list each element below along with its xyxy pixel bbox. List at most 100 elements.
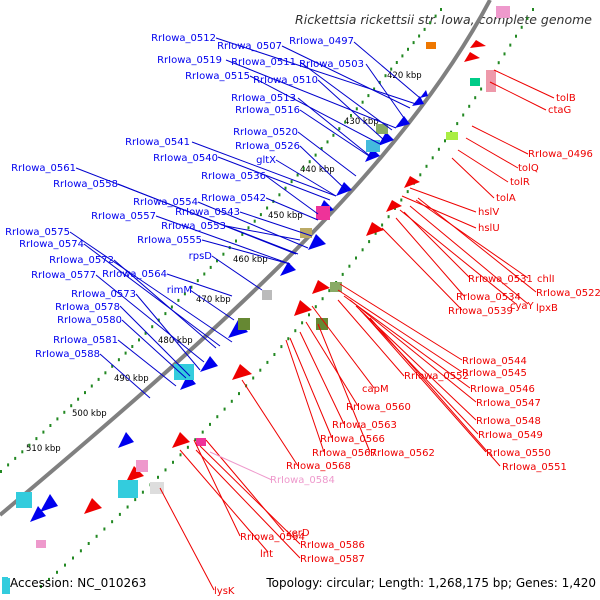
tick-dot xyxy=(273,353,276,356)
tick-dot xyxy=(170,305,173,309)
tick-dot xyxy=(296,173,299,177)
cds-arrow xyxy=(386,200,402,212)
tick-dot xyxy=(401,54,404,58)
tick-dot xyxy=(56,417,59,421)
tick-dot xyxy=(462,113,465,117)
gene-label-forward: RrIowa_0520 xyxy=(233,127,298,138)
gene-label-reverse: RrIowa_0549 xyxy=(478,430,543,441)
tick-dot xyxy=(407,47,409,51)
cds-arrow xyxy=(40,494,58,512)
feature-track xyxy=(2,6,510,594)
tick-dot xyxy=(235,239,237,243)
tick-dot xyxy=(131,345,134,348)
tick-label: 440 kbp xyxy=(300,165,335,175)
gene-label-reverse: RrIowa_0531 xyxy=(468,274,533,285)
tick-dot xyxy=(259,213,262,217)
tick-dot xyxy=(412,41,415,45)
cds-arrow xyxy=(312,280,330,294)
gene-label-reverse: RrIowa_0560 xyxy=(346,402,411,413)
feature-box xyxy=(330,282,342,292)
gene-label-reverse: chlI xyxy=(537,274,555,285)
reverse-cds-group xyxy=(84,40,486,514)
gene-label-forward: RrIowa_0588 xyxy=(35,349,100,360)
tick-dot xyxy=(209,422,211,426)
tick-dot xyxy=(520,25,523,29)
tick-dot xyxy=(111,520,114,524)
gene-label-reverse: RrIowa_0534 xyxy=(456,292,521,303)
gene-label-forward: RrIowa_0512 xyxy=(151,33,216,44)
tick-dot xyxy=(332,133,335,137)
tick-dot xyxy=(290,180,293,184)
tick-dot xyxy=(287,337,290,341)
tick-label: 460 kbp xyxy=(233,255,268,265)
tick-dot xyxy=(431,156,434,160)
cds-arrow xyxy=(420,90,428,98)
tick-dot xyxy=(374,231,377,235)
tick-dot xyxy=(328,289,331,293)
gene-label-reverse: RrIowa_0586 xyxy=(300,540,365,551)
tick-dot xyxy=(172,460,174,464)
gene-label-pseudo: RrIowa_0584 xyxy=(270,475,335,486)
gene-label-reverse: lnt xyxy=(260,549,273,560)
tick-dot xyxy=(497,61,500,65)
gene-label-reverse: ctaG xyxy=(548,105,571,116)
reverse-leaders xyxy=(159,69,555,591)
tick-label: 500 kbp xyxy=(72,409,107,419)
gene-label-forward: rimM xyxy=(167,285,192,296)
tick-dot xyxy=(320,147,323,150)
gene-label-reverse: RrIowa_0539 xyxy=(448,306,513,317)
label-leader-lines xyxy=(69,37,555,591)
tick-dot xyxy=(284,186,287,190)
gene-label-forward: RrIowa_0515 xyxy=(185,71,250,82)
tick-dot xyxy=(355,256,357,260)
tick-dot xyxy=(326,140,329,144)
feature-box xyxy=(16,492,32,508)
gene-label-forward: rpsD xyxy=(189,251,213,262)
tick-dot xyxy=(308,160,311,164)
tick-dot xyxy=(425,164,428,168)
cds-arrow xyxy=(464,52,480,62)
cds-arrow xyxy=(118,432,134,448)
gene-label-reverse: hslU xyxy=(478,223,500,234)
cds-arrow xyxy=(404,176,420,188)
tick-dot xyxy=(157,318,160,322)
tick-dot xyxy=(95,534,98,538)
cds-arrow xyxy=(366,222,384,236)
tick-dot xyxy=(49,424,52,427)
gene-label-forward: RrIowa_0516 xyxy=(235,105,300,116)
tick-dot xyxy=(294,329,297,333)
tick-dot xyxy=(134,498,137,502)
feature-box xyxy=(316,206,330,220)
tick-label: 490 kbp xyxy=(114,374,149,384)
gene-label-forward: RrIowa_0558 xyxy=(53,179,118,190)
tick-dot xyxy=(103,527,106,531)
tick-label: 430 kbp xyxy=(344,117,379,127)
gene-label-reverse: RrIowa_0547 xyxy=(476,398,541,409)
feature-box xyxy=(238,318,250,330)
tick-dot xyxy=(355,107,358,111)
gene-label-reverse: tolQ xyxy=(518,163,539,174)
tick-dot xyxy=(338,127,341,131)
tick-dot xyxy=(444,139,446,143)
tick-dot xyxy=(368,240,371,244)
tick-dot xyxy=(56,570,58,574)
gene-label-forward: RrIowa_0541 xyxy=(125,137,190,148)
gene-label-forward: RrIowa_0581 xyxy=(53,335,118,346)
gene-label-reverse: RrIowa_0551 xyxy=(502,462,567,473)
tick-dot xyxy=(247,226,250,230)
gene-label-forward: RrIowa_0536 xyxy=(201,171,266,182)
tick-dot xyxy=(390,67,393,71)
tick-dot xyxy=(381,223,384,227)
tick-dot xyxy=(361,100,364,104)
gene-label-reverse: RrIowa_0562 xyxy=(370,448,435,459)
feature-box xyxy=(196,438,206,446)
gene-label-forward: RrIowa_0497 xyxy=(289,36,354,47)
cds-arrow xyxy=(395,116,410,128)
gene-label-forward: RrIowa_0580 xyxy=(57,315,122,326)
gene-label-reverse: RrIowa_0587 xyxy=(300,554,365,565)
gene-label-forward: RrIowa_0575 xyxy=(5,227,70,238)
tick-dot xyxy=(216,259,218,263)
